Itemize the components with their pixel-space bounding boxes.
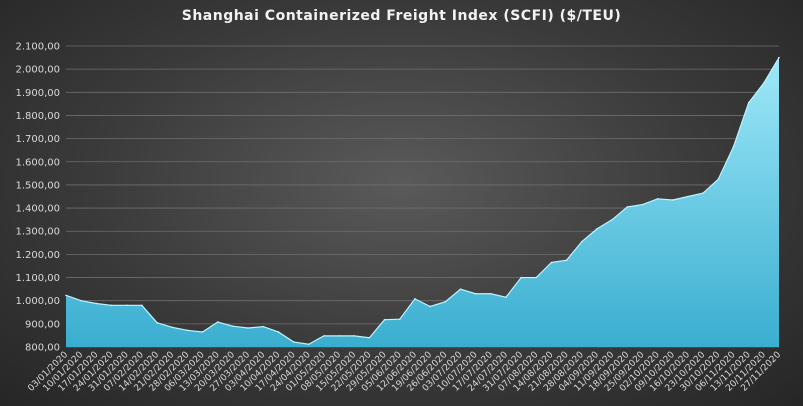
- area-fill: [66, 57, 779, 347]
- data-point: [672, 199, 674, 201]
- data-point: [459, 288, 462, 290]
- data-point: [550, 261, 553, 264]
- data-point: [353, 335, 356, 337]
- data-point: [444, 301, 447, 303]
- data-point: [414, 298, 416, 300]
- data-point: [95, 302, 98, 305]
- data-point: [702, 192, 704, 194]
- chart-title: Shanghai Containerized Freight Index (SC…: [181, 8, 622, 24]
- data-point: [125, 304, 128, 307]
- y-tick-label: 1.200,00: [15, 250, 60, 261]
- y-tick-label: 1.600,00: [15, 157, 60, 168]
- area-line: [65, 57, 780, 345]
- y-tick-label: 2.000,00: [15, 65, 60, 76]
- y-tick-label: 2.100,00: [15, 42, 60, 53]
- y-tick-label: 1.400,00: [15, 204, 60, 215]
- data-point: [156, 321, 158, 324]
- data-point: [141, 304, 143, 307]
- data-point: [383, 318, 386, 321]
- data-point: [763, 82, 765, 84]
- data-point: [611, 218, 613, 221]
- data-point: [368, 336, 371, 339]
- data-point: [687, 195, 689, 198]
- data-point: [171, 326, 173, 329]
- data-point: [717, 178, 720, 180]
- data-point: [277, 331, 280, 333]
- data-point: [535, 276, 538, 279]
- data-point: [186, 329, 189, 332]
- data-point: [110, 304, 113, 307]
- data-point: [292, 341, 295, 343]
- data-point: [580, 240, 583, 243]
- data-point: [232, 325, 234, 327]
- data-point: [323, 335, 325, 337]
- data-point: [520, 276, 522, 279]
- y-tick-label: 1.300,00: [15, 227, 60, 238]
- y-tick-label: 900,00: [25, 319, 60, 330]
- y-axis-ticks: 800,00 900,00 1.000,00 1.100,00 1.200,00 1.30…: [15, 42, 60, 354]
- data-point: [338, 335, 340, 337]
- data-point: [429, 305, 431, 308]
- data-point: [262, 325, 265, 328]
- data-point: [65, 294, 67, 297]
- data-point: [778, 56, 780, 59]
- data-point: [80, 299, 82, 302]
- y-tick-label: 1.800,00: [15, 111, 60, 122]
- y-tick-label: 1.700,00: [15, 134, 60, 145]
- data-point: [732, 145, 735, 148]
- data-point: [641, 203, 644, 206]
- data-point: [656, 198, 659, 200]
- data-point: [307, 343, 310, 346]
- y-tick-label: 1.100,00: [15, 273, 60, 284]
- y-tick-label: 800,00: [25, 343, 60, 354]
- data-point: [596, 228, 598, 230]
- data-point: [505, 296, 507, 299]
- data-point: [247, 327, 249, 329]
- y-tick-label: 1.900,00: [15, 88, 60, 99]
- y-tick-label: 1.500,00: [15, 180, 60, 191]
- data-point: [201, 331, 204, 333]
- data-point: [489, 292, 492, 295]
- y-tick-label: 1.000,00: [15, 296, 60, 307]
- data-point: [626, 206, 629, 208]
- area-series: [65, 56, 780, 347]
- data-point: [565, 259, 568, 261]
- x-axis-ticks: 03/01/202010/01/202017/01/202024/01/2020…: [26, 350, 783, 394]
- data-point: [474, 292, 477, 295]
- data-point: [216, 321, 219, 323]
- data-point: [747, 101, 750, 104]
- data-point: [398, 318, 401, 321]
